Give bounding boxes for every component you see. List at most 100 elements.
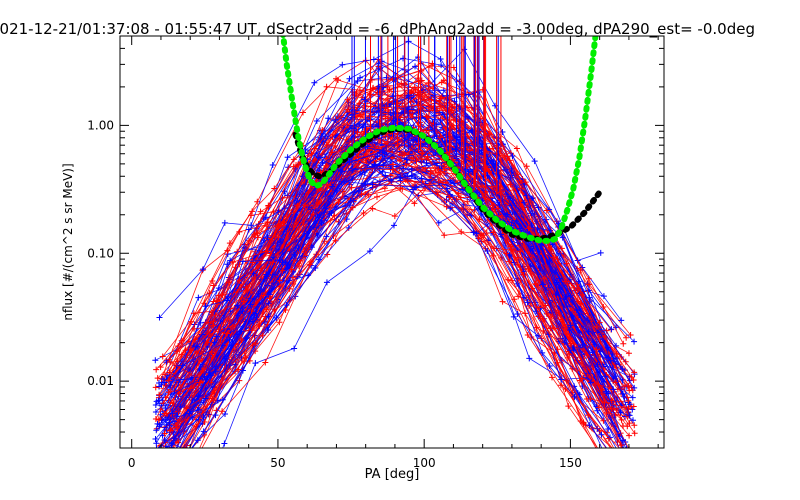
data-point-marker [370,56,377,63]
data-point-marker [486,131,493,138]
data-point-marker [361,102,368,109]
data-point-marker [323,83,330,90]
data-point-marker [450,116,457,123]
data-point-marker [295,262,302,269]
data-point-marker [187,447,189,448]
data-point-marker [264,223,271,230]
data-point-marker [239,367,246,374]
data-point-marker [531,158,538,165]
data-point-marker [528,222,535,229]
data-point-marker [620,340,627,347]
data-point-marker [414,54,421,61]
data-point-marker [171,465,177,471]
data-point-marker [543,310,550,317]
data-point-marker [290,281,297,288]
data-point-marker [163,357,170,364]
data-point-marker [546,363,553,370]
data-point-marker [376,149,383,156]
data-point-marker [598,431,605,438]
data-point-marker [161,436,168,443]
data-point-marker [622,450,628,456]
data-point-marker [629,406,636,413]
data-point-marker [329,183,336,190]
data-point-marker [224,297,231,304]
data-point-marker [155,456,161,462]
data-point-marker [350,128,357,135]
data-point-marker [369,181,376,188]
data-point-marker [410,137,417,144]
data-point-marker [357,74,364,81]
data-point-marker [593,346,600,353]
data-point-marker [564,354,571,361]
data-point-marker [541,275,548,282]
data-point-marker [491,245,498,252]
data-point-marker [276,319,283,326]
data-point-marker [319,126,326,133]
data-point-marker [156,314,163,321]
data-point-marker [162,496,168,500]
data-point-marker [525,225,532,232]
data-point-marker [494,205,501,212]
data-point-marker [418,175,425,182]
data-point-marker [388,178,395,185]
data-point-marker [157,497,163,500]
data-point-marker [373,193,380,200]
data-point-marker [625,397,632,404]
data-point-marker [162,416,169,423]
data-point-marker [154,375,161,382]
data-point-marker [155,416,162,423]
data-point-marker [224,261,231,268]
data-point-marker [318,220,325,227]
data-point-marker [447,205,454,212]
data-point-marker [620,454,626,460]
data-point-marker [360,210,367,217]
data-point-marker [408,155,415,162]
data-point-marker [159,353,166,360]
spectrum-line [178,136,612,394]
data-point-marker [157,411,164,418]
data-point-marker [171,390,178,397]
data-point-marker [315,154,322,161]
data-point-marker [593,323,600,330]
data-point-marker [515,293,522,300]
data-point-marker [264,234,271,241]
data-point-marker [153,440,160,447]
data-point-marker [499,298,506,305]
data-point-marker [411,84,418,91]
data-point-marker [626,432,633,439]
data-point-marker [315,200,322,207]
data-point-marker [243,334,250,341]
data-point-marker [198,331,205,338]
data-point-marker [323,233,330,240]
data-point-marker [465,168,472,175]
data-point-marker [617,442,624,448]
data-point-marker [158,470,164,476]
data-point-marker [266,295,273,302]
data-point-marker [553,291,560,298]
data-point-marker [299,109,306,116]
data-point-marker [166,427,173,434]
data-point-marker [313,117,320,124]
data-point-marker [585,412,592,419]
plot-frame [119,35,665,449]
data-point-marker [626,455,632,461]
data-point-marker [382,115,389,122]
data-point-marker [167,448,173,454]
data-point-marker [525,266,532,273]
data-point-marker [245,226,252,233]
data-point-marker [611,447,613,448]
data-point-marker [275,234,282,241]
data-point-marker [226,240,233,247]
data-point-marker [625,350,632,357]
data-point-marker [238,294,245,301]
data-point-marker [252,360,259,367]
data-point-marker [547,325,554,332]
data-point-marker [165,377,172,384]
data-point-marker [524,332,531,339]
data-point-marker [178,351,185,358]
data-point-marker [248,222,255,229]
data-point-marker [609,452,615,458]
data-point-marker [318,186,324,193]
data-point-marker [206,290,213,297]
